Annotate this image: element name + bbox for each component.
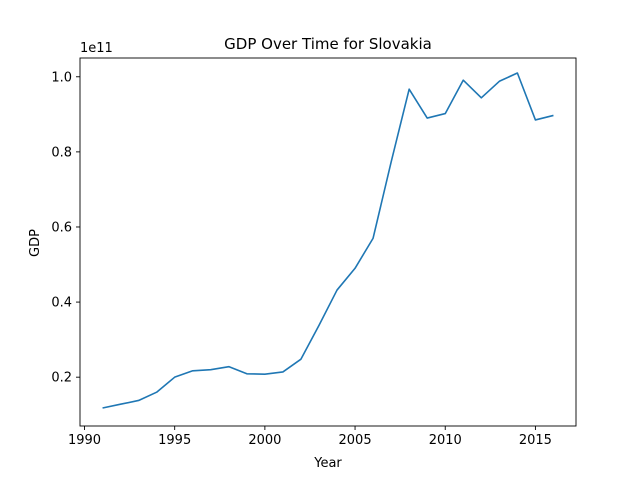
y-tick-label: 0.8 (51, 145, 72, 160)
y-tick-label: 0.2 (51, 371, 72, 386)
y-axis-label: GDP (28, 229, 43, 257)
x-tick-label: 2015 (519, 433, 552, 448)
x-tick-label: 2010 (429, 433, 462, 448)
x-tick-label: 2005 (339, 433, 372, 448)
y-tick-label: 0.6 (51, 220, 72, 235)
gdp-series-line (102, 72, 554, 409)
x-tick-label: 2000 (248, 433, 281, 448)
x-tick-label: 1990 (68, 433, 101, 448)
plot-area: 1990 1995 2000 2005 2010 2015 0.2 0.4 0.6 0.8 1.0 (51, 57, 577, 448)
x-axis-label: Year (313, 456, 342, 471)
y-axis-offset-label: 1e11 (80, 41, 113, 56)
axes-frame (79, 57, 577, 427)
y-tick-label: 0.4 (51, 296, 72, 311)
y-tick-label: 1.0 (51, 70, 72, 85)
chart-title: GDP Over Time for Slovakia (224, 35, 432, 53)
x-tick-label: 1995 (158, 433, 191, 448)
